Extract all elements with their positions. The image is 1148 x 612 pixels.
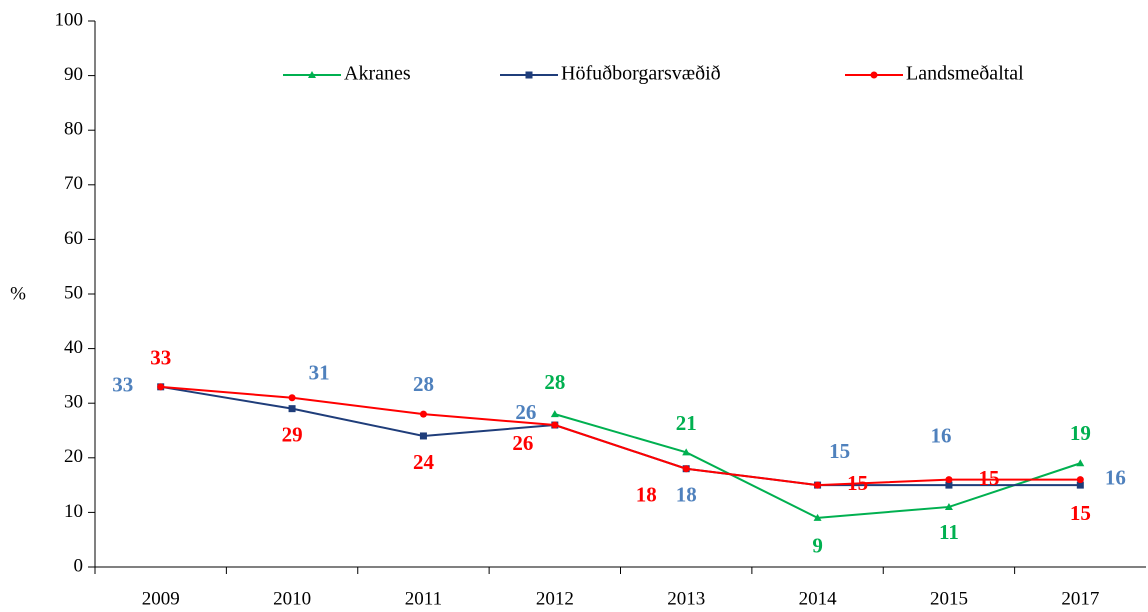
- data-label: 31: [309, 361, 330, 385]
- point: [945, 476, 953, 484]
- y-tick-label: 30: [64, 392, 83, 413]
- x-tick-label: 2010: [273, 588, 311, 609]
- data-label: 33: [112, 373, 133, 397]
- data-label: 15: [829, 439, 850, 463]
- legend-marker: [525, 71, 533, 79]
- x-tick-label: 2011: [405, 588, 442, 609]
- point: [288, 394, 296, 402]
- point: [419, 410, 427, 418]
- point: [550, 410, 559, 418]
- data-label: 16: [1105, 465, 1126, 489]
- point: [944, 502, 953, 510]
- data-label: 24: [413, 450, 435, 474]
- data-label: 18: [676, 483, 697, 507]
- legend-label: Höfuðborgarsvæðið: [561, 63, 721, 85]
- data-label: 19: [1070, 421, 1091, 445]
- data-label: 15: [978, 466, 999, 490]
- x-tick-label: 2015: [930, 588, 968, 609]
- x-tick-label: 2017: [1061, 588, 1099, 609]
- legend-label: Landsmeðaltal: [906, 63, 1024, 85]
- data-label: 11: [939, 520, 959, 544]
- data-label: 15: [1070, 501, 1091, 525]
- data-label: 26: [515, 400, 536, 424]
- y-tick-label: 60: [64, 228, 83, 249]
- point: [157, 383, 165, 391]
- point: [682, 465, 690, 473]
- data-label: 26: [512, 431, 533, 455]
- point: [814, 481, 822, 489]
- data-label: 16: [930, 423, 951, 447]
- legend-label: Akranes: [344, 63, 411, 85]
- point: [419, 432, 427, 440]
- y-tick-label: 40: [64, 337, 83, 358]
- data-label: 21: [676, 411, 697, 435]
- y-tick-label: 90: [64, 64, 83, 85]
- x-tick-label: 2014: [799, 588, 838, 609]
- data-label: 28: [544, 370, 565, 394]
- y-tick-label: 100: [55, 9, 84, 30]
- series-line: [554, 413, 1081, 519]
- point: [1076, 459, 1085, 467]
- data-label: 29: [282, 422, 303, 446]
- x-tick-label: 2009: [142, 588, 180, 609]
- y-tick-label: 80: [64, 119, 83, 140]
- point: [1076, 476, 1084, 484]
- y-tick-label: 50: [64, 282, 83, 303]
- y-tick-label: 20: [64, 446, 83, 467]
- legend-marker: [308, 71, 316, 78]
- point: [813, 513, 822, 521]
- x-tick-label: 2013: [667, 588, 705, 609]
- data-label: 33: [150, 346, 171, 370]
- y-tick-label: 10: [64, 501, 83, 522]
- point: [1076, 481, 1084, 489]
- x-tick-label: 2012: [536, 588, 574, 609]
- point: [288, 405, 296, 413]
- y-axis-label: %: [10, 283, 26, 304]
- data-label: 9: [812, 534, 823, 558]
- point: [682, 448, 691, 456]
- legend-marker: [870, 71, 878, 79]
- data-label: 18: [636, 483, 657, 507]
- y-tick-label: 0: [74, 555, 84, 576]
- data-label: 28: [413, 372, 434, 396]
- point: [551, 421, 559, 429]
- y-tick-label: 70: [64, 173, 83, 194]
- series-line: [160, 385, 1081, 487]
- point: [945, 481, 953, 489]
